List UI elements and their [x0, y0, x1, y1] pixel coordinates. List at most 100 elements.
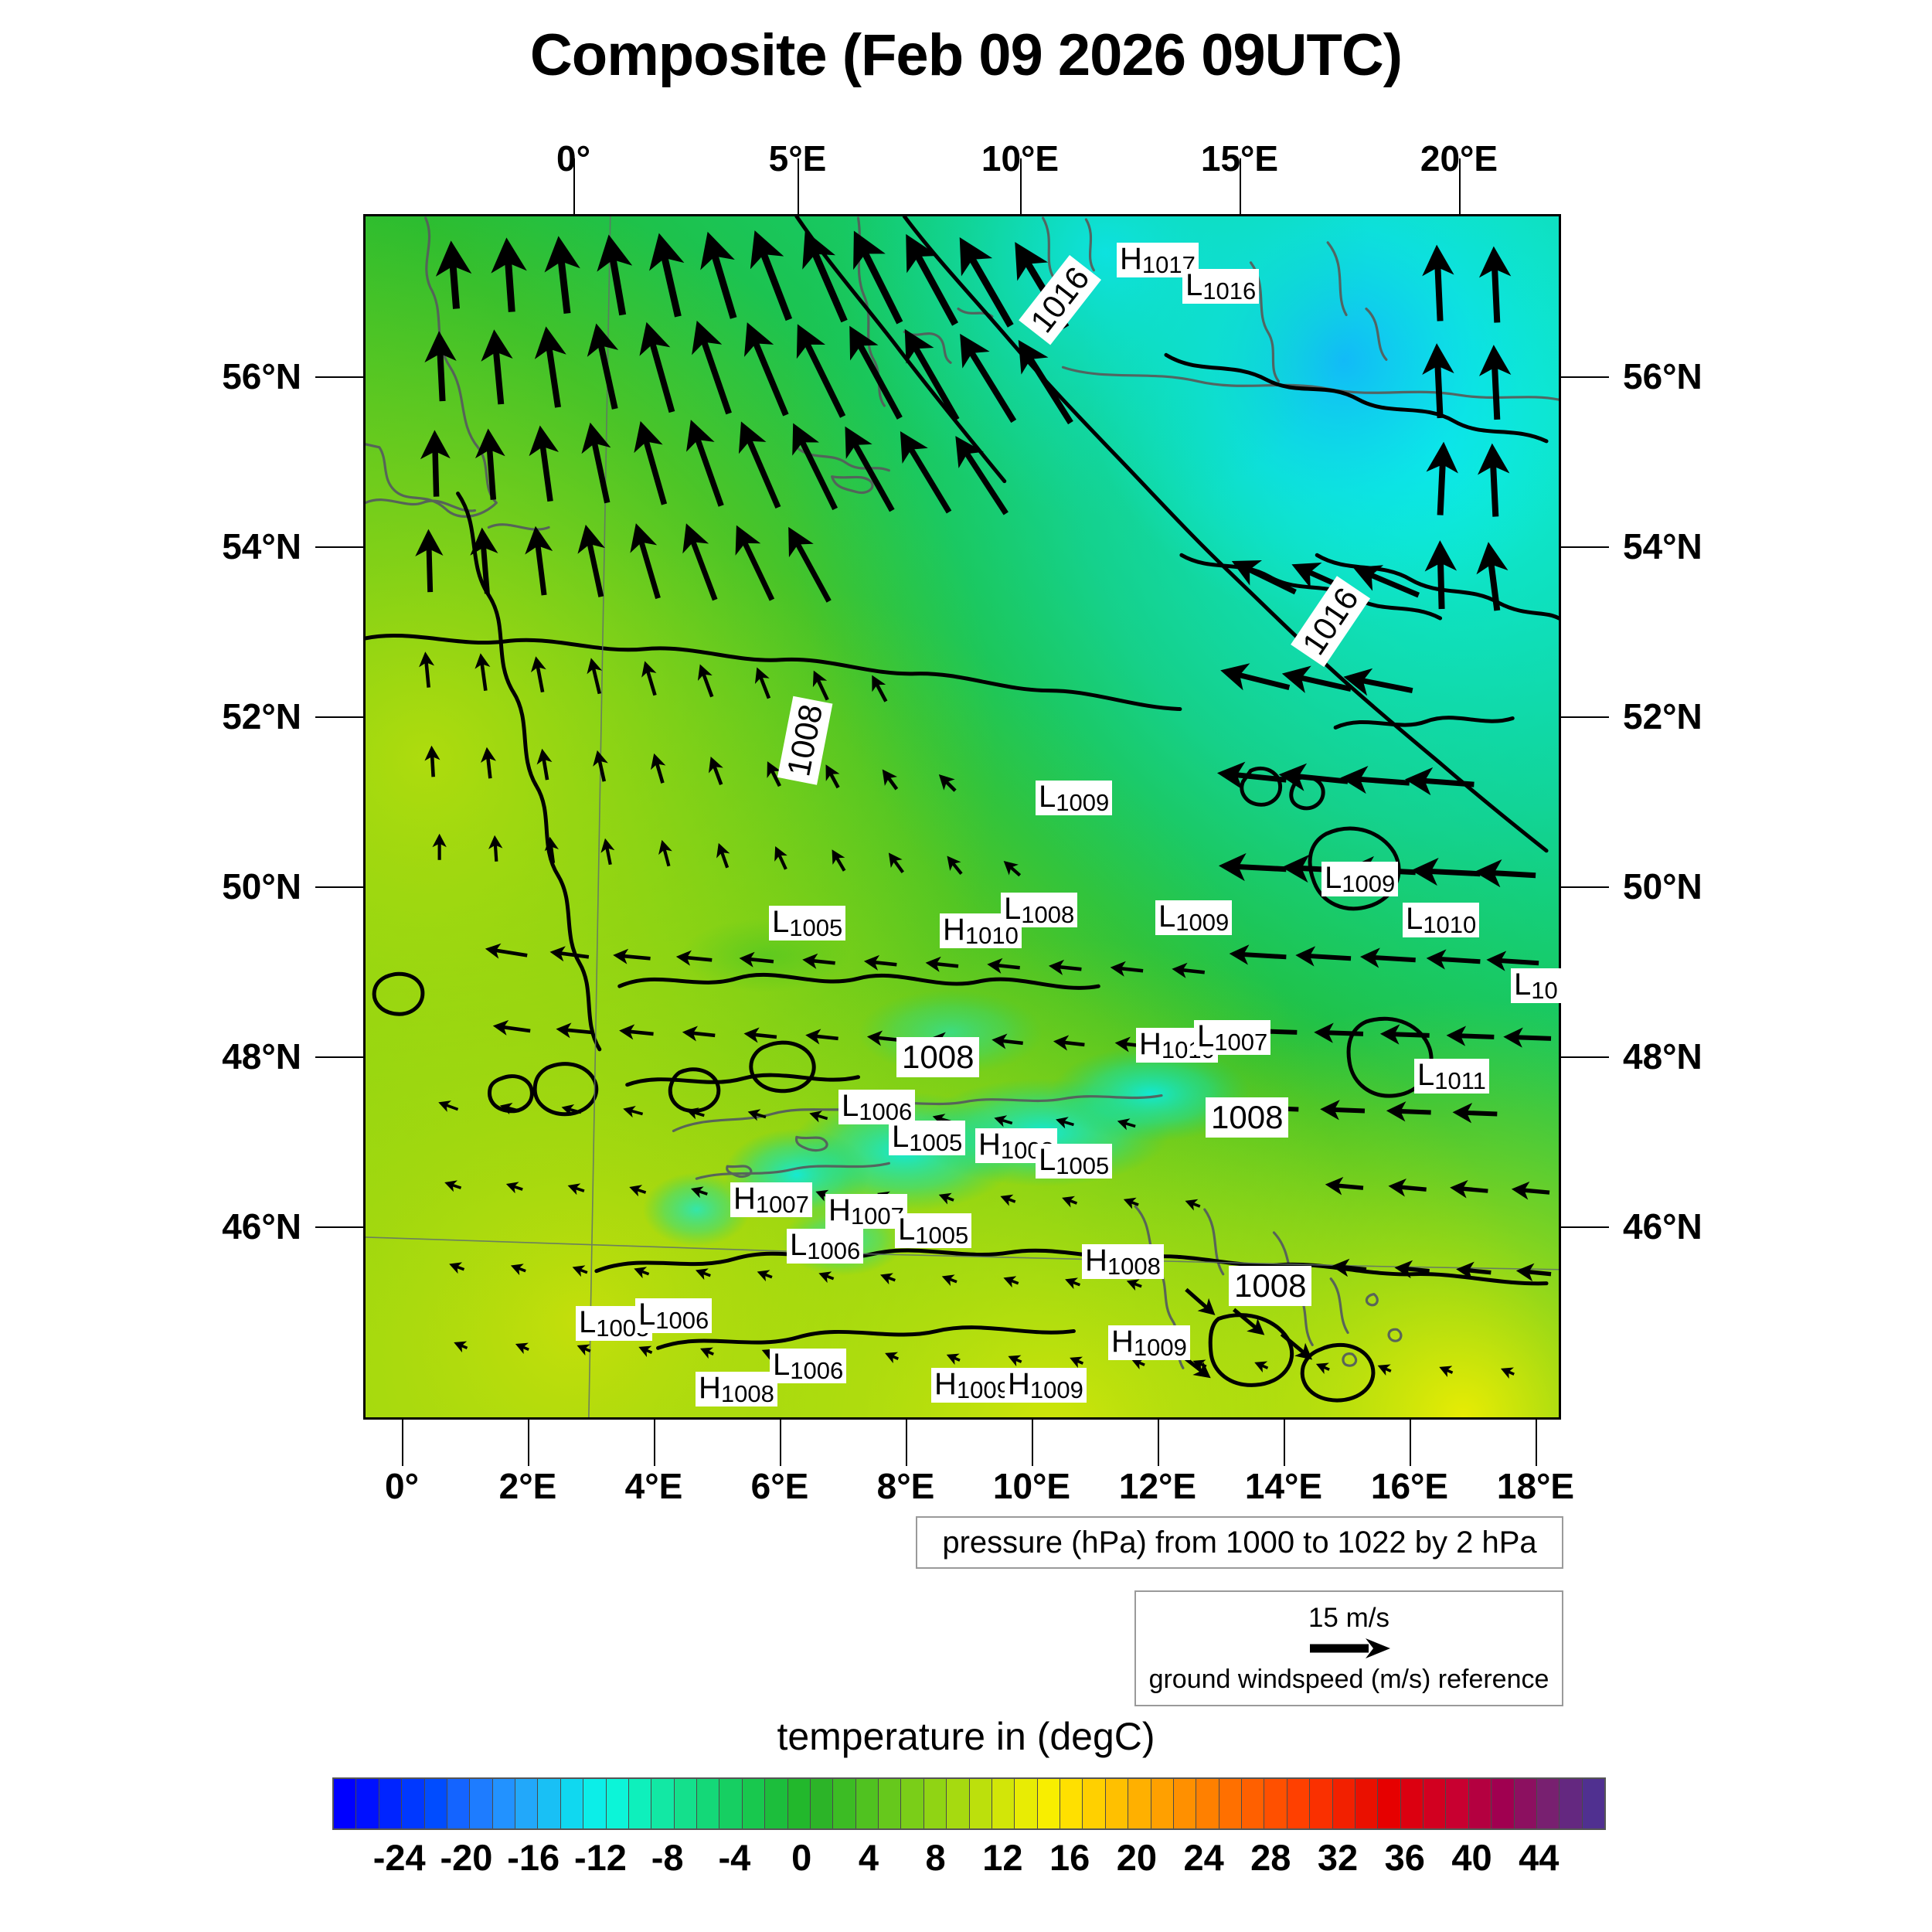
pressure-center-value: 1016	[1202, 277, 1257, 304]
colorbar-title: temperature in (degC)	[777, 1715, 1155, 1758]
colorbar-tick-5: -4	[718, 1837, 751, 1878]
contour-label-1008-south: 1008	[1229, 1266, 1312, 1306]
right-tick-label-2: 52°N	[1623, 696, 1702, 736]
colorbar-cell-52	[1514, 1779, 1537, 1828]
top-tick-0	[573, 158, 575, 214]
pressure-center-value: 1006	[807, 1236, 861, 1264]
right-tick-2	[1561, 716, 1609, 718]
colorbar-cell-2	[379, 1779, 403, 1828]
bottom-tick-1	[528, 1420, 529, 1466]
left-tick-label-2: 52°N	[222, 696, 301, 736]
colorbar-tick-14: 32	[1317, 1837, 1359, 1878]
colorbar-tick-6: 0	[791, 1837, 812, 1878]
pressure-center-L-1009-c: L 1009	[1155, 900, 1233, 935]
colorbar-tick-11: 20	[1116, 1837, 1157, 1878]
left-tick-4	[315, 1056, 363, 1058]
pressure-center-H-1008-b: H 1008	[1082, 1244, 1164, 1279]
pressure-center-value: 1009	[1029, 1376, 1083, 1403]
left-tick-label-3: 50°N	[222, 866, 301, 906]
pressure-center-H-1007-b: H 1007	[825, 1194, 907, 1229]
colorbar-cell-53	[1536, 1779, 1560, 1828]
pressure-center-type: H	[1120, 242, 1142, 276]
pressure-center-L-1016: L 1016	[1182, 269, 1260, 304]
pressure-center-type: L	[1004, 892, 1022, 926]
colorbar-cell-11	[583, 1779, 607, 1828]
bottom-tick-label-5: 10°E	[992, 1466, 1071, 1506]
wind-reference-caption: ground windspeed (m/s) reference	[1148, 1664, 1549, 1694]
left-tick-1	[315, 546, 363, 548]
right-tick-label-5: 46°N	[1623, 1206, 1702, 1247]
pressure-center-type: L	[842, 1089, 859, 1123]
bottom-tick-label-1: 2°E	[498, 1466, 557, 1506]
map-canvas	[366, 216, 1559, 1417]
pressure-center-H-1009-b: H 1009	[931, 1368, 1013, 1403]
colorbar-tick-3: -12	[573, 1837, 627, 1878]
colorbar-tick-0: -24	[372, 1837, 426, 1878]
temperature-colorbar[interactable]	[332, 1777, 1606, 1830]
colorbar-cell-40	[1242, 1779, 1265, 1828]
colorbar-cell-12	[606, 1779, 629, 1828]
colorbar-cell-41	[1264, 1779, 1287, 1828]
wind-arrow-icon	[1309, 1638, 1390, 1658]
bottom-tick-label-7: 14°E	[1244, 1466, 1323, 1506]
bottom-tick-6	[1158, 1420, 1159, 1466]
pressure-center-type: L	[638, 1298, 656, 1332]
bottom-tick-7	[1284, 1420, 1285, 1466]
colorbar-cell-1	[356, 1779, 379, 1828]
colorbar-cell-33	[1083, 1779, 1106, 1828]
colorbar-cell-37	[1173, 1779, 1197, 1828]
colorbar-cell-55	[1582, 1779, 1604, 1828]
pressure-center-type: L	[1039, 780, 1056, 814]
colorbar-cell-46	[1378, 1779, 1401, 1828]
pressure-center-value: 1010	[1423, 910, 1477, 938]
left-tick-label-5: 46°N	[222, 1206, 301, 1247]
pressure-center-type: L	[1417, 1058, 1435, 1092]
pressure-center-type: L	[898, 1213, 916, 1247]
page-title: Composite (Feb 09 2026 09UTC)	[529, 22, 1403, 88]
pressure-center-type: L	[579, 1305, 597, 1339]
bottom-tick-0	[402, 1420, 403, 1466]
bottom-tick-label-2: 4°E	[624, 1466, 683, 1506]
colorbar-tick-16: 40	[1451, 1837, 1492, 1878]
bottom-tick-3	[780, 1420, 781, 1466]
colorbar-cell-9	[538, 1779, 561, 1828]
pressure-center-L-1007: L 1007	[1194, 1020, 1271, 1055]
pressure-legend-text: pressure (hPa) from 1000 to 1022 by 2 hP…	[942, 1525, 1537, 1560]
pressure-center-L-1005-d: L 1005	[895, 1213, 972, 1248]
pressure-center-value: 1009	[1342, 869, 1396, 897]
colorbar-tick-4: -8	[651, 1837, 684, 1878]
colorbar-cell-38	[1196, 1779, 1219, 1828]
pressure-center-value: 1006	[790, 1356, 844, 1384]
pressure-center-value: 1008	[1107, 1252, 1161, 1280]
colorbar-tick-10: 16	[1049, 1837, 1090, 1878]
map-plot-area[interactable]	[363, 214, 1561, 1420]
colorbar-cell-32	[1060, 1779, 1083, 1828]
pressure-center-value: 1006	[655, 1306, 709, 1334]
pressure-center-H-1009-c: H 1009	[1005, 1368, 1087, 1403]
pressure-center-H-1008-c: H 1008	[696, 1372, 777, 1406]
left-tick-2	[315, 716, 363, 718]
colorbar-cell-51	[1492, 1779, 1515, 1828]
colorbar-tick-labels: -24 -20 -16 -12 -8 -4 0 4 8 12 16 20 24 28 32 36 40 44	[332, 1836, 1606, 1883]
colorbar-cell-30	[1015, 1779, 1038, 1828]
colorbar-tick-2: -16	[507, 1837, 560, 1878]
pressure-center-L-1006-a: L 1006	[838, 1089, 916, 1124]
left-tick-0	[315, 376, 363, 378]
bottom-tick-label-0: 0°	[385, 1466, 419, 1506]
top-tick-2	[1020, 158, 1022, 214]
pressure-center-type: L	[1514, 968, 1532, 1002]
colorbar-tick-12: 24	[1183, 1837, 1224, 1878]
colorbar-tick-9: 12	[982, 1837, 1023, 1878]
colorbar-cell-17	[719, 1779, 743, 1828]
pressure-center-value: 1005	[909, 1128, 963, 1156]
pressure-center-type: H	[943, 913, 965, 947]
colorbar-cell-6	[470, 1779, 493, 1828]
top-tick-1	[798, 158, 799, 214]
colorbar-cell-25	[901, 1779, 924, 1828]
pressure-center-L-1008: L 1008	[1001, 892, 1078, 927]
colorbar-cell-24	[879, 1779, 902, 1828]
pressure-center-value: 1008	[720, 1379, 774, 1407]
colorbar-cell-4	[424, 1779, 447, 1828]
colorbar-cell-34	[1105, 1779, 1129, 1828]
left-tick-5	[315, 1226, 363, 1228]
